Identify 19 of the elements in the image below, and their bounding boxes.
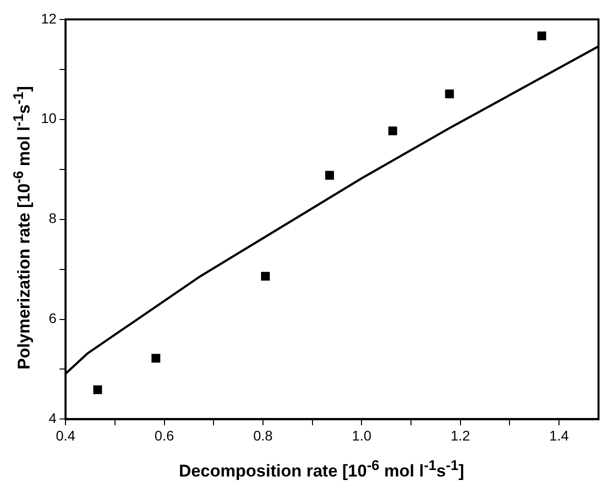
point <box>537 32 546 40</box>
y-tick-label: 4 <box>48 410 57 426</box>
point <box>445 89 454 98</box>
point <box>325 170 334 180</box>
x-tick-label: 1.2 <box>450 427 470 444</box>
y-tick-label: 12 <box>40 10 57 26</box>
point <box>151 354 160 363</box>
y-tick-label: 8 <box>48 210 57 226</box>
y-tick-label: 6 <box>48 310 57 326</box>
x-tick-label: 1.4 <box>549 427 569 444</box>
point <box>93 385 102 394</box>
y-tick-label: 10 <box>40 110 57 126</box>
x-axis-title: Decomposition rate [10$^{-6}$ mol l$^{-1}$s$^{-1}$] <box>178 458 466 482</box>
x-tick-label: 0.6 <box>154 427 174 444</box>
x-tick-label: 0.8 <box>253 427 273 444</box>
x-tick-label: 1.0 <box>352 427 372 444</box>
point <box>261 272 270 281</box>
point <box>388 126 398 136</box>
x-tick-label: 0.4 <box>56 427 76 444</box>
